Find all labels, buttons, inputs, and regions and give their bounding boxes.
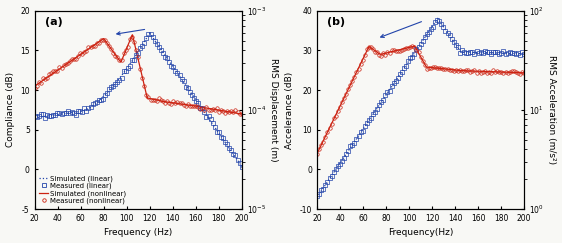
X-axis label: Frequency (Hz): Frequency (Hz) (104, 228, 173, 237)
Y-axis label: Accelerance (dB): Accelerance (dB) (285, 71, 294, 148)
Y-axis label: RMS Acceleration (m/s²): RMS Acceleration (m/s²) (547, 55, 556, 165)
Legend: Simulated (linear), Measured (linear), Simulated (nonlinear), Measured (nonlinea: Simulated (linear), Measured (linear), S… (38, 174, 128, 206)
Text: (a): (a) (45, 17, 63, 27)
X-axis label: Frequency(Hz): Frequency(Hz) (388, 228, 454, 237)
Text: (b): (b) (328, 17, 346, 27)
Y-axis label: RMS Displacement (m): RMS Displacement (m) (269, 58, 278, 162)
Y-axis label: Compliance (dB): Compliance (dB) (6, 72, 15, 148)
